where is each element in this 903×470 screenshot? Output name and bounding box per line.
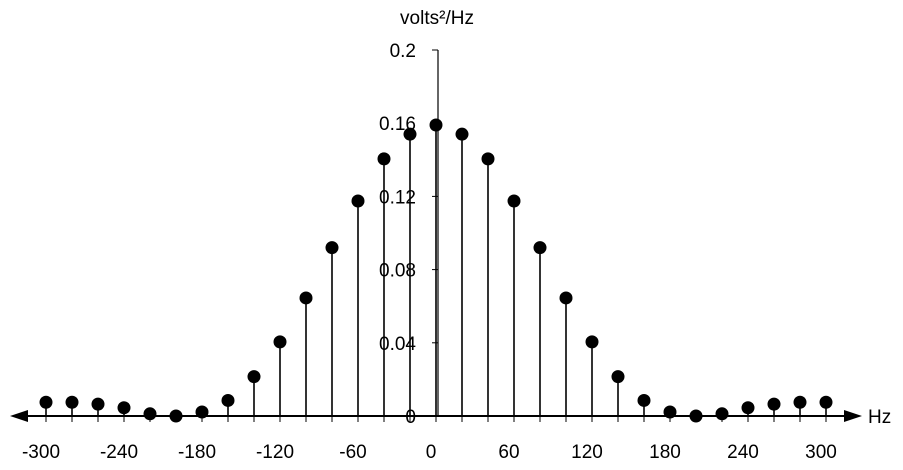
data-point: [429, 118, 443, 132]
y-tick-labels: 0 0.04 0.08 0.12 0.16 0.2: [379, 41, 416, 428]
x-tick-label: -120: [256, 442, 294, 463]
x-tick-labels: -300 -240 -180 -120 -60 0 60 120 180 240 300: [22, 442, 837, 463]
x-axis-title: Hz: [868, 407, 891, 428]
data-point: [559, 291, 573, 305]
data-point: [273, 335, 287, 349]
data-point: [403, 127, 417, 141]
data-point: [117, 401, 131, 415]
data-point: [533, 241, 547, 255]
x-tick-label: -300: [22, 442, 60, 463]
x-tick-label: 0: [426, 442, 437, 463]
x-tick-label: 180: [649, 442, 681, 463]
data-point: [195, 405, 209, 419]
x-axis-arrow-right: [844, 410, 862, 422]
data-point: [481, 152, 495, 166]
y-tick-label: 0.2: [390, 41, 416, 62]
y-ticks: [432, 49, 438, 417]
data-point: [819, 395, 833, 409]
data-point: [689, 409, 703, 423]
x-tick-label: 300: [805, 442, 837, 463]
y-tick-label: 0: [405, 407, 416, 428]
x-tick-label: -60: [339, 442, 366, 463]
data-point: [351, 194, 365, 208]
y-tick-label: 0.16: [379, 114, 416, 135]
data-point: [741, 401, 755, 415]
data-point: [143, 407, 157, 421]
data-point: [169, 409, 183, 423]
y-tick-label: 0.04: [379, 334, 416, 355]
data-point: [793, 395, 807, 409]
x-axis-arrow-left: [10, 410, 28, 422]
data-point: [247, 370, 261, 384]
x-tick-label: 120: [571, 442, 603, 463]
data-point: [455, 127, 469, 141]
stems: [45, 125, 827, 416]
x-tick-label: 60: [498, 442, 519, 463]
data-point: [663, 405, 677, 419]
data-point: [767, 397, 781, 411]
data-point: [585, 335, 599, 349]
data-point: [637, 393, 651, 407]
data-point: [65, 395, 79, 409]
y-tick-label: 0.12: [379, 187, 416, 208]
data-point: [91, 397, 105, 411]
data-point: [611, 370, 625, 384]
x-tick-label: -240: [100, 442, 138, 463]
y-axis-title: volts²/Hz: [400, 8, 474, 29]
data-point: [39, 395, 53, 409]
y-tick-label: 0.08: [379, 261, 416, 282]
data-point: [325, 241, 339, 255]
data-point: [507, 194, 521, 208]
x-tick-label: 240: [727, 442, 759, 463]
data-point: [299, 291, 313, 305]
data-point: [715, 407, 729, 421]
data-point: [221, 393, 235, 407]
points: [39, 118, 833, 423]
x-tick-label: -180: [178, 442, 216, 463]
data-point: [377, 152, 391, 166]
